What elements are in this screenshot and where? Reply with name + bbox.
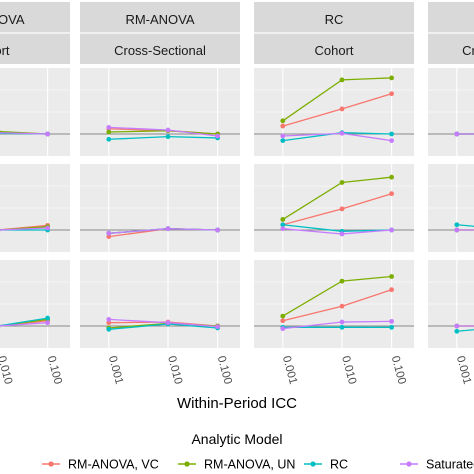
x-tick-label: 0.010 xyxy=(0,355,14,386)
data-point xyxy=(339,106,345,112)
data-point xyxy=(280,318,286,324)
legend-label: Saturated xyxy=(426,458,474,472)
data-point xyxy=(389,274,394,279)
data-point xyxy=(45,315,50,321)
data-point xyxy=(454,131,460,137)
legend-key-point xyxy=(310,461,316,467)
facet-strip-label: Cohort xyxy=(314,43,353,58)
legend-label: RM-ANOVA, UN xyxy=(204,458,295,472)
series-line xyxy=(0,318,48,327)
data-point xyxy=(106,234,112,240)
data-point xyxy=(215,324,221,330)
data-point xyxy=(106,125,112,130)
data-point xyxy=(280,138,286,144)
series-line xyxy=(0,317,48,327)
data-point xyxy=(45,320,50,326)
facet-strip-label: RM-ANOVA xyxy=(0,12,25,27)
data-point xyxy=(339,278,345,284)
data-point xyxy=(339,324,345,330)
legend-key-point xyxy=(406,461,412,467)
data-point xyxy=(165,134,171,140)
facet-strip-label: Cross-Sectional xyxy=(114,43,206,58)
data-point xyxy=(339,231,345,237)
facet-strip-label: Cohort xyxy=(0,43,10,58)
data-point xyxy=(389,287,394,293)
data-point xyxy=(45,225,50,231)
data-point xyxy=(280,123,286,129)
data-point xyxy=(106,136,112,142)
facet-strip-label: RM-ANOVA xyxy=(125,12,194,27)
data-point xyxy=(106,230,112,236)
data-point xyxy=(280,217,286,222)
x-tick-label: 0.010 xyxy=(165,355,184,386)
data-point xyxy=(106,129,112,135)
data-point xyxy=(389,91,394,97)
data-point xyxy=(454,227,460,233)
x-tick-label: 0.001 xyxy=(454,355,473,386)
data-point xyxy=(389,191,394,197)
data-point xyxy=(454,323,460,329)
x-tick-label: 0.001 xyxy=(106,355,125,386)
data-point xyxy=(339,180,345,185)
data-point xyxy=(165,226,171,232)
series-line xyxy=(0,227,48,231)
series-line xyxy=(0,322,48,327)
legend-label: RM-ANOVA, VC xyxy=(68,458,159,472)
data-point xyxy=(106,320,112,326)
data-point xyxy=(280,226,286,232)
data-point xyxy=(389,138,394,144)
data-point xyxy=(389,75,394,81)
data-point xyxy=(280,222,286,228)
legend-key-point xyxy=(184,461,190,467)
data-point xyxy=(280,326,286,332)
data-point xyxy=(339,206,345,212)
data-point xyxy=(280,313,286,319)
series-line xyxy=(0,320,48,327)
x-tick-label: 0.010 xyxy=(339,355,358,386)
facet-strip-label: Cross-Sectional xyxy=(462,43,474,58)
data-point xyxy=(280,118,286,124)
series-line xyxy=(0,226,48,231)
x-axis-title: Within-Period ICC xyxy=(177,395,297,412)
data-point xyxy=(389,318,394,324)
x-tick-label: 0.100 xyxy=(45,355,64,386)
legend-label: RC xyxy=(330,458,348,472)
data-point xyxy=(339,303,345,309)
data-point xyxy=(280,133,286,139)
series-line xyxy=(0,224,48,231)
data-point xyxy=(106,317,112,322)
data-point xyxy=(389,227,394,233)
x-tick-label: 0.001 xyxy=(280,355,299,386)
legend-title: Analytic Model xyxy=(191,431,282,447)
x-tick-label: 0.100 xyxy=(215,355,234,386)
legend-key-point xyxy=(48,461,54,467)
data-point xyxy=(215,227,221,233)
data-point xyxy=(106,326,112,332)
data-point xyxy=(389,131,394,137)
data-point xyxy=(339,130,345,136)
data-point xyxy=(389,324,394,330)
data-point xyxy=(215,133,221,139)
data-point xyxy=(339,77,345,83)
x-tick-label: 0.100 xyxy=(389,355,408,386)
data-point xyxy=(165,320,171,326)
data-point xyxy=(45,131,50,137)
data-point xyxy=(389,174,394,180)
data-point xyxy=(454,222,460,228)
data-point xyxy=(165,127,171,133)
series-line xyxy=(0,132,48,135)
data-point xyxy=(454,328,460,334)
facet-strip-label: RC xyxy=(325,12,344,27)
data-point xyxy=(339,319,345,325)
